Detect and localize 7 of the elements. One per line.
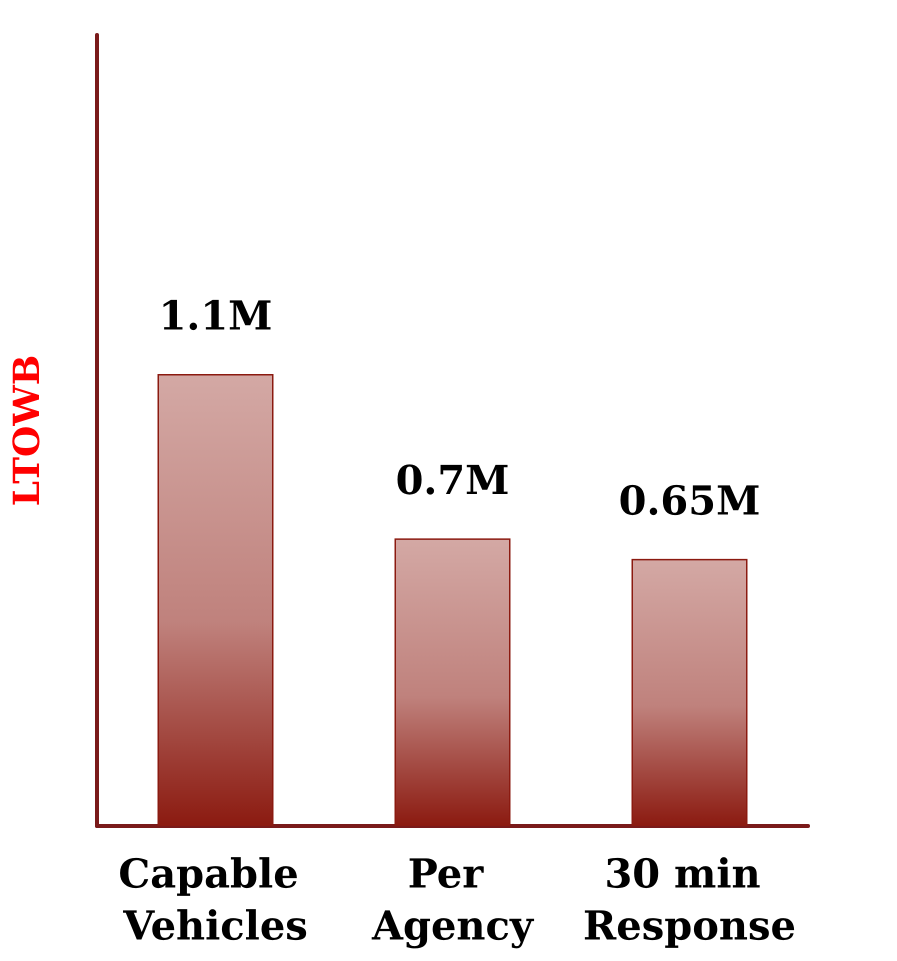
data-label: 0.7M: [396, 456, 510, 504]
x-tick-label: 30 min Response: [583, 850, 796, 950]
x-tick-label: Per Agency: [370, 850, 535, 950]
data-label: 1.1M: [158, 292, 272, 340]
x-tick-label: Capable Vehicles: [118, 850, 313, 950]
y-axis-title: LTOWB: [6, 354, 48, 506]
data-label: 0.65M: [618, 477, 760, 524]
